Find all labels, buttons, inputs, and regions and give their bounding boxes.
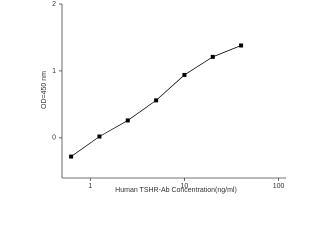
y-axis-label: OD=450 nm: [41, 71, 48, 109]
point: [97, 134, 102, 139]
x-tick-label: 10: [181, 183, 189, 190]
point: [182, 72, 187, 77]
point: [239, 43, 244, 48]
y-tick-label: 1: [52, 68, 56, 75]
chart: Human TSHR-Ab Concentration(ng/ml) OD=45…: [41, 1, 286, 194]
y-tick-label: 2: [52, 1, 56, 8]
point: [154, 98, 159, 103]
x-axis-label: Human TSHR-Ab Concentration(ng/ml): [115, 187, 237, 194]
point: [125, 118, 130, 123]
y-tick-label: 0: [52, 135, 56, 142]
point: [69, 154, 74, 159]
x-tick-label: 100: [273, 183, 285, 190]
page: Human TSHR-Ab Concentration(ng/ml) OD=45…: [40, 0, 286, 194]
point: [210, 54, 215, 59]
x-tick-label: 1: [88, 183, 92, 190]
